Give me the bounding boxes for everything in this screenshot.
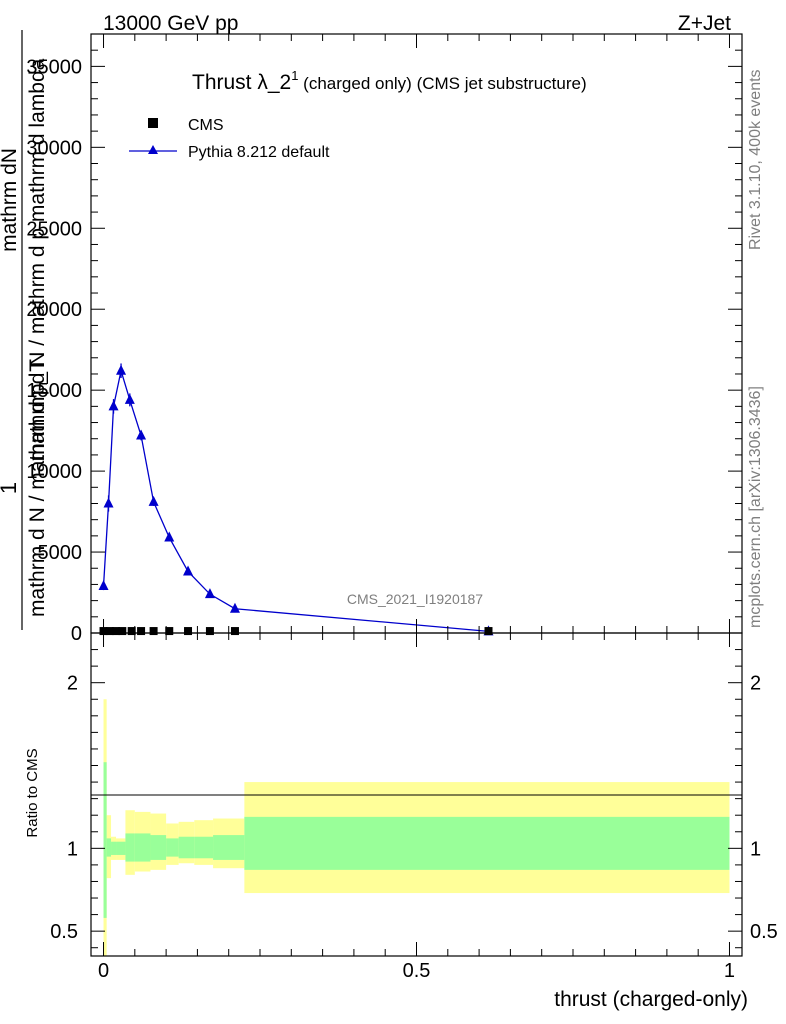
plot-title-rest: (charged only) (CMS jet substructure) xyxy=(298,74,586,93)
x-axis-label: thrust (charged-only) xyxy=(554,988,748,1011)
ratio-ticks: 0.5 0.5 1 1 2 2 0 0.5 1 xyxy=(50,633,778,982)
ratio-band-inner xyxy=(244,816,730,870)
legend-cms-label: CMS xyxy=(188,117,224,134)
header-right: Z+Jet xyxy=(678,12,731,35)
pythia-point xyxy=(204,588,215,599)
ratio-band-inner xyxy=(103,762,107,918)
cms-point xyxy=(137,627,146,636)
main-ytick-label: 20000 xyxy=(26,299,82,321)
ratio-band-inner xyxy=(178,836,195,859)
cms-point xyxy=(127,627,136,636)
cms-point xyxy=(165,627,174,636)
cms-point xyxy=(149,627,158,636)
pythia-point xyxy=(136,429,147,440)
analysis-tag: CMS_2021_I1920187 xyxy=(347,591,483,607)
pythia-point xyxy=(103,497,114,508)
cms-point xyxy=(184,627,193,636)
ratio-ytick-label-right: 2 xyxy=(750,673,761,695)
main-ytick-label: 35000 xyxy=(26,56,82,78)
cms-point xyxy=(205,627,214,636)
legend: CMS Pythia 8.212 default xyxy=(129,117,330,161)
ratio-ytick-label: 2 xyxy=(67,673,78,695)
main-ylabel-line2: mathrm d N / mathrm d p mathrm d lambda xyxy=(26,58,49,461)
ratio-band-inner xyxy=(134,833,151,862)
main-ytick-label: 30000 xyxy=(26,137,82,159)
main-ylabel-line3: mathrm dN xyxy=(0,148,21,252)
ratio-bands-layer xyxy=(103,699,730,956)
pythia-point xyxy=(183,565,194,576)
ratio-band-inner xyxy=(166,838,179,857)
ratio-band-inner xyxy=(111,841,117,855)
ratio-band-inner xyxy=(116,841,126,855)
pythia-point xyxy=(229,602,240,613)
ratio-band-inner xyxy=(125,833,135,862)
main-ylabel-numerator: 1 xyxy=(0,482,21,494)
pythia-point xyxy=(164,531,175,542)
main-ticks: 0 5000 10000 15000 20000 25000 30000 35000 xyxy=(26,34,742,645)
plot-title-sup: 1 xyxy=(291,68,298,83)
legend-cms-marker xyxy=(148,118,158,128)
mcplots-label: mcplots.cern.ch [arXiv:1306.3436] xyxy=(747,386,764,628)
ratio-band-inner xyxy=(213,835,245,860)
legend-pythia-marker xyxy=(148,145,158,154)
ratio-band-inner xyxy=(150,835,167,860)
main-ytick-label: 10000 xyxy=(26,461,82,483)
main-ytick-label: 25000 xyxy=(26,218,82,240)
ratio-band-inner xyxy=(194,836,214,859)
ratio-panel: 0.5 0.5 1 1 2 2 0 0.5 1 xyxy=(50,632,778,982)
plot-title: Thrust λ_21 (charged only) (CMS jet subs… xyxy=(192,68,587,94)
main-ytick-label: 5000 xyxy=(38,542,83,564)
header-left: 13000 GeV pp xyxy=(103,12,238,35)
ratio-xtick-label: 1 xyxy=(724,960,735,982)
pythia-point xyxy=(124,393,135,404)
cms-point xyxy=(112,627,121,636)
main-ytick-label: 0 xyxy=(71,623,82,645)
ratio-ylabel: Ratio to CMS xyxy=(24,748,41,837)
pythia-point xyxy=(98,580,109,591)
cms-point xyxy=(230,627,239,636)
cms-point xyxy=(105,627,114,636)
main-ylabel-line1: mathrm d N / mathrm d p_T xyxy=(26,359,49,617)
ratio-frame xyxy=(90,632,743,957)
pythia-point xyxy=(116,364,127,375)
ratio-ytick-label-right: 1 xyxy=(750,838,761,860)
main-panel: 0 5000 10000 15000 20000 25000 30000 35000 Thru… xyxy=(26,33,743,645)
pythia-point xyxy=(148,495,159,506)
legend-pythia-label: Pythia 8.212 default xyxy=(188,144,330,161)
ratio-xtick-label: 0.5 xyxy=(403,960,431,982)
plot-title-main: Thrust λ_2 xyxy=(192,71,291,94)
rivet-version-label: Rivet 3.1.10, 400k events xyxy=(747,69,764,250)
ratio-ytick-label-right: 0.5 xyxy=(750,921,778,943)
cms-point xyxy=(118,627,127,636)
ratio-ytick-label: 0.5 xyxy=(50,921,78,943)
ratio-xtick-label: 0 xyxy=(98,960,109,982)
main-ytick-label: 15000 xyxy=(26,380,82,402)
cms-point xyxy=(484,627,493,636)
ratio-ytick-label: 1 xyxy=(67,838,78,860)
pythia-point xyxy=(108,400,119,411)
ratio-band-inner xyxy=(106,838,112,857)
